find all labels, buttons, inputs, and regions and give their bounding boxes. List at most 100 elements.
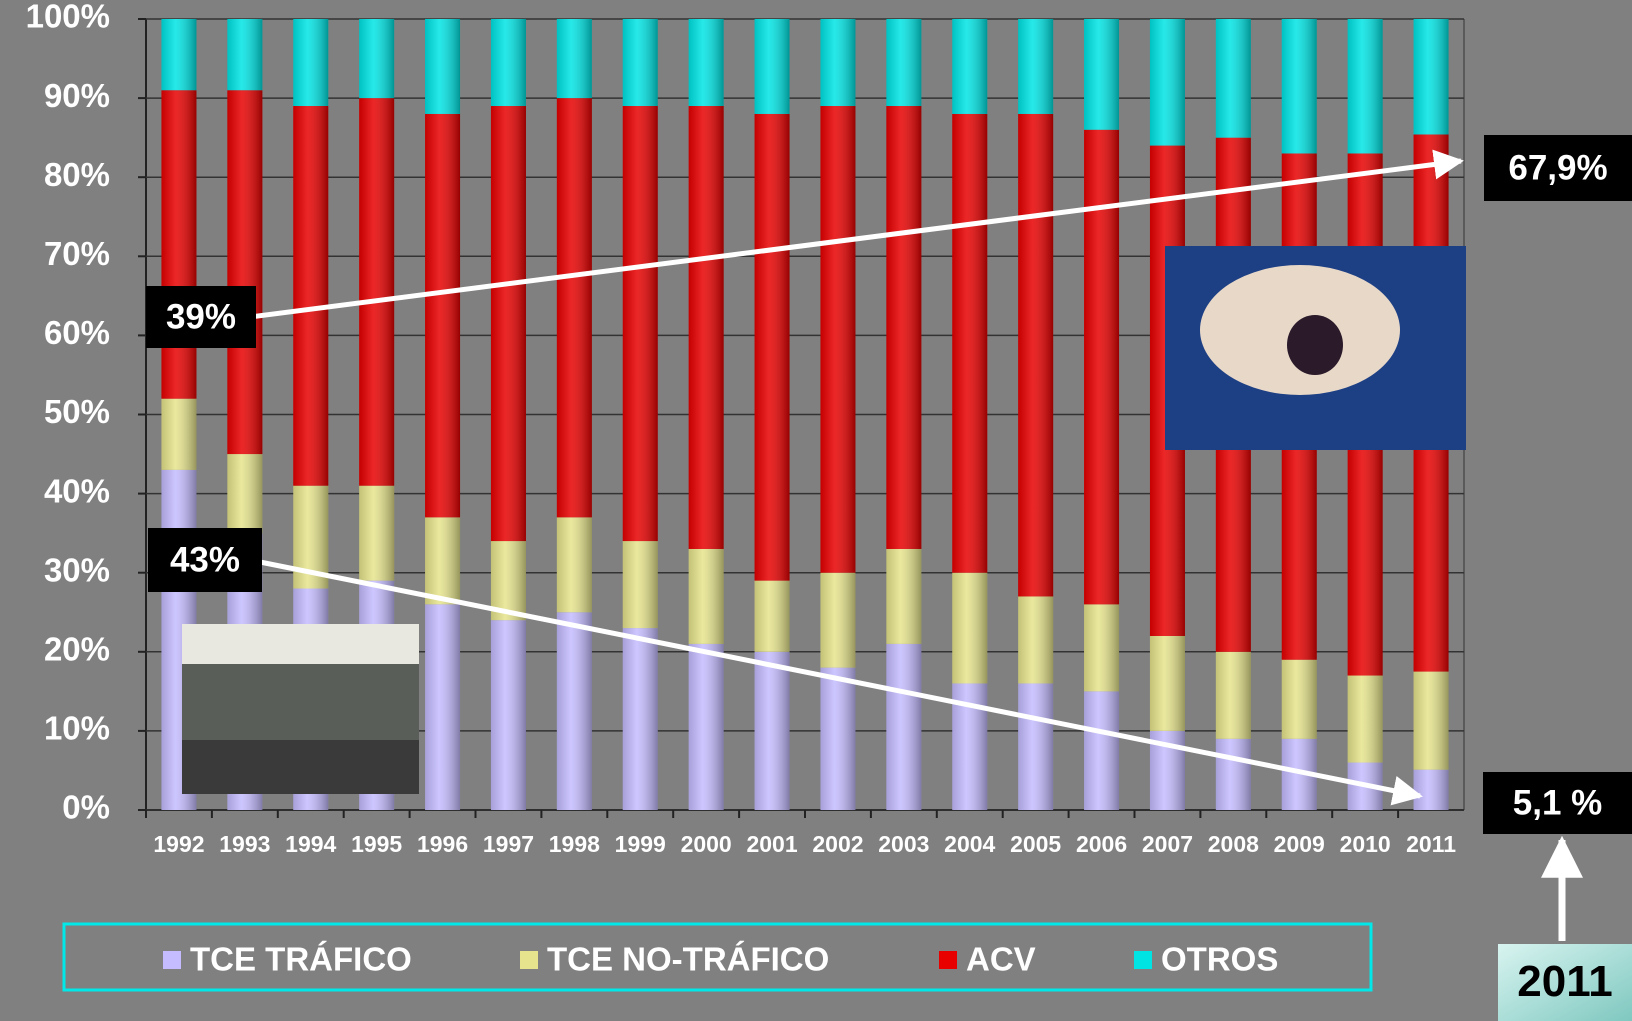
bar-shade [359, 98, 395, 486]
x-tick-label: 1999 [615, 831, 666, 857]
annotation: 2011 [1517, 957, 1612, 1006]
annotation: 67,9% [1508, 148, 1607, 187]
x-tick-label: 2006 [1076, 831, 1127, 857]
bar-shade [425, 517, 461, 605]
bar-shade [161, 90, 197, 399]
y-tick-label: 30% [44, 551, 110, 588]
annotation-box [1483, 772, 1632, 834]
bar-shade [425, 113, 461, 518]
legend-swatch [163, 951, 181, 969]
annotation-box [148, 528, 262, 592]
bar-shade [1281, 19, 1317, 154]
bar-shade [490, 106, 526, 542]
bar-shade [622, 628, 658, 810]
legend-label: ACV [966, 941, 1036, 978]
bar-shade [1018, 19, 1054, 114]
x-tick-label: 2001 [746, 831, 797, 857]
bar-shade [490, 620, 526, 810]
bar-shade [1084, 19, 1120, 130]
x-tick-label: 2003 [878, 831, 929, 857]
bar-shade [754, 113, 790, 581]
bar-shade [1215, 19, 1251, 138]
bar-shade [820, 572, 856, 668]
bar-shade [293, 19, 329, 107]
annotation: 39% [166, 297, 236, 336]
bar-shade [688, 19, 724, 107]
y-tick-label: 40% [44, 472, 110, 509]
x-tick-label: 1998 [549, 831, 600, 857]
x-tick-label: 2009 [1274, 831, 1325, 857]
x-tick-label: 1994 [285, 831, 336, 857]
bar-shade [1084, 129, 1120, 605]
bar-shade [1018, 596, 1054, 684]
x-tick-label: 2008 [1208, 831, 1259, 857]
bar-shade [1149, 635, 1185, 731]
bar-shade [820, 667, 856, 810]
arrow-acv [249, 149, 1464, 320]
bar-shade [1084, 604, 1120, 692]
legend-box [62, 922, 1373, 992]
bar-shade [359, 19, 395, 99]
y-tick-label: 20% [44, 631, 110, 668]
bar-shade [820, 19, 856, 107]
bar-shade [622, 541, 658, 629]
bar-shade [425, 19, 461, 114]
bar-shade [754, 580, 790, 652]
bar-shade [886, 643, 922, 810]
bar-shade [1347, 675, 1383, 763]
accident-photo-road [182, 740, 419, 794]
legend-label: OTROS [1161, 941, 1278, 978]
legend-swatch [1134, 951, 1152, 969]
bar-shade [359, 485, 395, 581]
annotation-box [146, 286, 256, 348]
x-tick-label: 2007 [1142, 831, 1193, 857]
bar-shade [886, 106, 922, 549]
bar-shade [556, 612, 592, 810]
bar-shade [1347, 19, 1383, 154]
x-tick-label: 2010 [1340, 831, 1391, 857]
bar-shade [227, 90, 263, 455]
bar-shade [556, 98, 592, 518]
x-tick-label: 1993 [219, 831, 270, 857]
bar-shade [952, 19, 988, 114]
y-tick-label: 10% [44, 710, 110, 747]
annotation: 43% [170, 540, 240, 579]
bar-shade [1215, 651, 1251, 739]
x-tick-label: 2004 [944, 831, 995, 857]
bar-shade [490, 541, 526, 621]
bar-shade [622, 106, 658, 542]
x-tick-label: 2005 [1010, 831, 1061, 857]
y-tick-label: 50% [44, 393, 110, 430]
bar-shade [556, 19, 592, 99]
accident-photo-sky [182, 624, 419, 664]
bar-shade [622, 19, 658, 107]
legend-label: TCE TRÁFICO [190, 941, 412, 978]
x-tick-label: 2011 [1406, 831, 1456, 857]
bar-shade [688, 548, 724, 644]
bar-shade [1018, 113, 1054, 597]
bar-shade [688, 643, 724, 810]
annotation-box [1498, 944, 1632, 1021]
bar-shade [754, 651, 790, 810]
bar-shade [754, 19, 790, 114]
bar-shade [1281, 659, 1317, 739]
brain-lesion [1287, 315, 1343, 375]
bar-shade [227, 454, 263, 534]
bar-shade [1215, 738, 1251, 810]
x-tick-label: 1996 [417, 831, 468, 857]
bar-shade [820, 106, 856, 573]
y-tick-label: 90% [44, 77, 110, 114]
x-tick-label: 2002 [812, 831, 863, 857]
bar-shade [227, 19, 263, 91]
x-tick-label: 1992 [153, 831, 204, 857]
annotation: 5,1 % [1513, 783, 1603, 822]
bar-shade [952, 572, 988, 684]
bar-shade [952, 113, 988, 573]
bar-shade [1413, 19, 1449, 135]
bar-shade [425, 604, 461, 810]
annotation-box [1484, 135, 1632, 201]
bar-shade [1018, 683, 1054, 810]
bar-shade [886, 19, 922, 107]
bar-shade [1084, 691, 1120, 810]
